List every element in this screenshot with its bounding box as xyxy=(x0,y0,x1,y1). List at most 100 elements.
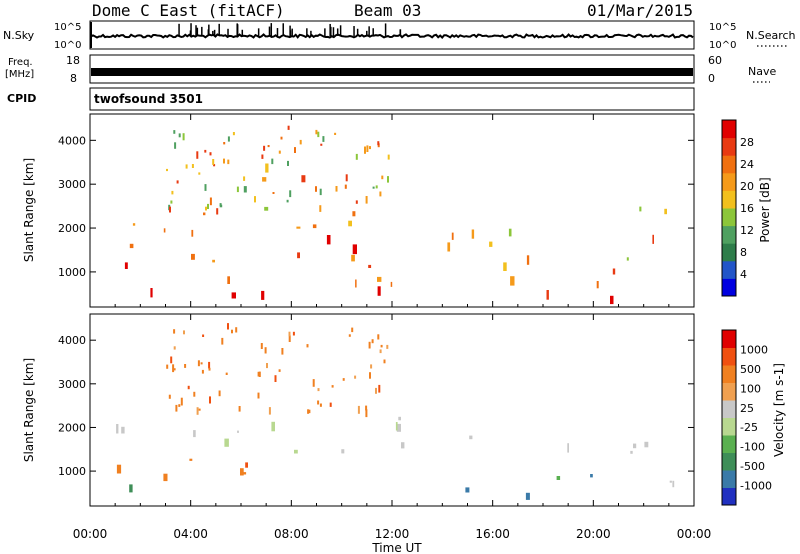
colorbar-segment xyxy=(722,347,736,366)
velocity-colorbar-label: Velocity [m s-1] xyxy=(772,363,786,457)
scatter-cell xyxy=(254,196,256,203)
scatter-cell xyxy=(567,443,569,453)
colorbar-tick-label: 20 xyxy=(740,180,754,193)
scatter-cell xyxy=(208,367,211,371)
scatter-cell xyxy=(196,407,199,415)
scatter-cell xyxy=(357,405,360,414)
scatter-cell xyxy=(216,208,219,215)
scatter-cell xyxy=(116,424,119,434)
scatter-cell xyxy=(213,164,216,167)
noise-panel-frame xyxy=(89,20,695,50)
scatter-cell xyxy=(173,368,176,371)
scatter-cell xyxy=(322,136,325,142)
freq-panel: Freq. [MHz] 18 8 60 0 Nave xyxy=(5,54,776,85)
scatter-cell xyxy=(355,153,358,160)
scatter-cell xyxy=(278,369,281,372)
velocity-plot-background xyxy=(90,314,694,506)
scatter-cell xyxy=(320,143,323,146)
scatter-cell xyxy=(612,268,616,275)
colorbar-segment xyxy=(722,190,736,209)
scatter-cell xyxy=(319,188,322,196)
scatter-cell xyxy=(209,152,212,156)
scatter-cell xyxy=(372,186,375,189)
colorbar-tick-label: 25 xyxy=(740,402,754,415)
scatter-cell xyxy=(377,334,380,340)
scatter-cell xyxy=(380,344,383,348)
scatter-cell xyxy=(227,136,230,142)
scatter-cell xyxy=(378,384,381,393)
scatter-cell xyxy=(163,228,166,233)
scatter-cell xyxy=(447,242,451,252)
x-tick-label: 04:00 xyxy=(173,527,208,541)
scatter-cell xyxy=(198,172,201,175)
scatter-cell xyxy=(231,329,233,334)
scatter-cell xyxy=(398,416,401,421)
power-plot-background xyxy=(90,114,694,307)
scatter-cell xyxy=(652,234,654,244)
scatter-cell xyxy=(672,480,675,488)
scatter-cell xyxy=(287,125,290,130)
scatter-cell xyxy=(369,146,371,150)
scatter-cell xyxy=(387,176,389,183)
scatter-cell xyxy=(175,404,178,412)
freq-left-tick-top: 18 xyxy=(66,54,80,67)
scatter-cell xyxy=(204,149,207,153)
noise-right-tick-bottom: 10^0 xyxy=(709,40,736,51)
nave-label: Nave xyxy=(748,65,776,78)
scatter-cell xyxy=(274,375,277,382)
scatter-cell xyxy=(308,409,311,414)
scatter-cell xyxy=(610,295,614,305)
scatter-cell xyxy=(451,232,454,240)
scatter-cell xyxy=(377,143,380,148)
scatter-cell xyxy=(132,223,136,226)
scatter-cell xyxy=(178,133,181,138)
colorbar-segment xyxy=(722,470,736,488)
noise-panel: N.Sky 10^5 10^0 10^5 10^0 N.Search xyxy=(3,20,796,51)
scatter-cell xyxy=(202,334,205,337)
scatter-cell xyxy=(204,184,207,191)
scatter-cell xyxy=(173,130,176,134)
scatter-cell xyxy=(312,379,315,387)
scatter-cell xyxy=(200,362,203,365)
scatter-cell xyxy=(289,190,292,198)
colorbar-segment xyxy=(722,137,736,156)
scatter-cell xyxy=(335,186,338,192)
scatter-cell xyxy=(184,364,187,368)
scatter-cell xyxy=(218,390,221,397)
scatter-cell xyxy=(238,406,241,412)
scatter-cell xyxy=(644,441,649,448)
colorbar-segment xyxy=(722,330,736,348)
scatter-cell xyxy=(129,243,134,249)
x-tick-label: 16:00 xyxy=(475,527,510,541)
scatter-cell xyxy=(315,129,318,135)
y-tick-label: 3000 xyxy=(58,378,86,391)
scatter-cell xyxy=(178,404,181,407)
scatter-cell xyxy=(281,348,284,355)
scatter-cell xyxy=(268,407,271,415)
scatter-cell xyxy=(317,131,320,138)
colorbar-segment xyxy=(722,487,736,506)
scatter-cell xyxy=(341,449,345,454)
scatter-cell xyxy=(377,286,381,296)
scatter-cell xyxy=(261,154,264,159)
colorbar-tick-label: -100 xyxy=(740,441,765,454)
x-tick-label: 12:00 xyxy=(375,527,410,541)
colorbar-segment xyxy=(722,278,736,297)
noise-spikes xyxy=(90,22,402,48)
velocity-scatter xyxy=(116,323,675,500)
scatter-cell xyxy=(315,186,317,192)
scatter-cell xyxy=(556,476,561,480)
colorbar-tick-label: 4 xyxy=(740,268,747,281)
scatter-cell xyxy=(271,421,275,432)
scatter-cell xyxy=(264,206,269,211)
scatter-cell xyxy=(525,492,530,500)
scatter-cell xyxy=(319,403,322,407)
colorbar-segment xyxy=(722,225,736,244)
scatter-cell xyxy=(375,185,378,189)
scatter-cell xyxy=(193,391,196,397)
scatter-cell xyxy=(219,204,223,208)
scatter-cell xyxy=(191,229,194,237)
scatter-cell xyxy=(299,139,302,145)
scatter-cell xyxy=(546,290,549,300)
